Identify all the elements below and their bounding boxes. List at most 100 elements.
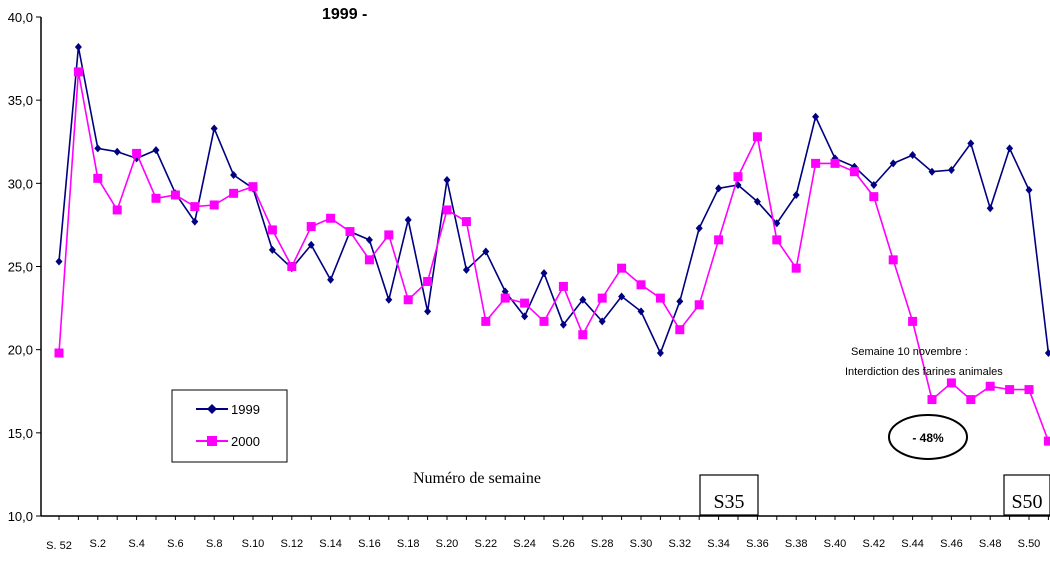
point-2000: [597, 293, 607, 303]
point-2000: [326, 213, 336, 223]
point-1999: [404, 215, 412, 224]
point-1999: [695, 224, 703, 233]
point-2000: [927, 395, 937, 405]
x-tick-label: S. 52: [46, 540, 72, 552]
point-2000: [655, 293, 665, 303]
point-1999: [579, 295, 587, 304]
point-1999: [424, 307, 432, 316]
point-2000: [442, 205, 452, 215]
point-2000: [830, 158, 840, 168]
point-1999: [1044, 348, 1050, 357]
point-2000: [403, 295, 413, 305]
point-2000: [908, 316, 918, 326]
point-2000: [267, 225, 277, 235]
point-1999: [812, 112, 820, 121]
point-2000: [54, 348, 64, 358]
y-tick-label: 15,0: [8, 426, 33, 441]
point-2000: [461, 217, 471, 227]
x-tick-label: S.36: [746, 538, 769, 550]
x-tick-label: S.34: [707, 538, 730, 550]
x-tick-label: S.30: [630, 538, 653, 550]
point-2000: [364, 255, 374, 265]
x-tick-label: S.46: [940, 538, 963, 550]
x-tick-label: S.2: [90, 538, 107, 550]
x-tick-label: S.48: [979, 538, 1002, 550]
point-2000: [190, 202, 200, 212]
point-2000: [617, 263, 627, 273]
x-tick-label: S.40: [824, 538, 847, 550]
x-tick-label: S.8: [206, 538, 223, 550]
point-1999: [540, 269, 548, 278]
point-1999: [637, 307, 645, 316]
y-tick-label: 10,0: [8, 509, 33, 524]
x-tick-label: S.42: [862, 538, 885, 550]
point-2000: [345, 227, 355, 237]
point-2000: [752, 132, 762, 142]
point-2000: [558, 281, 568, 291]
chart-title: 1999 -: [322, 6, 367, 23]
legend-label-2000: 2000: [231, 434, 260, 449]
point-1999: [676, 297, 684, 306]
y-tick-label: 20,0: [8, 343, 33, 358]
point-1999: [521, 312, 529, 321]
point-1999: [928, 167, 936, 176]
week-box-s35-label: S35: [713, 491, 744, 513]
series-line-2000: [58, 71, 1050, 442]
point-2000: [209, 200, 219, 210]
x-tick-label: S.38: [785, 538, 808, 550]
point-2000: [306, 222, 316, 232]
x-tick-label: S.14: [319, 538, 342, 550]
x-tick-label: S.10: [242, 538, 265, 550]
point-2000: [636, 280, 646, 290]
point-2000: [578, 330, 588, 340]
reduction-badge-text: - 48%: [912, 431, 944, 445]
point-2000: [791, 263, 801, 273]
annotation-line-2: Interdiction des farines animales: [845, 366, 1003, 378]
week-box-s50: [1003, 474, 1050, 516]
point-2000: [869, 192, 879, 202]
point-2000: [539, 316, 549, 326]
point-1999: [947, 166, 955, 175]
point-1999: [909, 151, 917, 160]
point-1999: [55, 257, 63, 266]
point-1999: [1025, 185, 1033, 194]
x-tick-label: S.28: [591, 538, 614, 550]
x-tick-label: S.50: [1018, 538, 1041, 550]
point-2000: [1043, 436, 1050, 446]
point-1999: [501, 287, 509, 296]
point-1999: [365, 235, 373, 244]
point-1999: [152, 146, 160, 155]
point-1999: [327, 275, 335, 284]
series-layer: [54, 42, 1050, 446]
point-1999: [385, 295, 393, 304]
point-2000: [694, 300, 704, 310]
point-2000: [500, 293, 510, 303]
point-1999: [889, 159, 897, 168]
point-2000: [1005, 385, 1015, 395]
x-tick-label: S.18: [397, 538, 420, 550]
y-tick-label: 35,0: [8, 93, 33, 108]
point-1999: [598, 317, 606, 326]
point-2000: [248, 182, 258, 192]
point-2000: [985, 381, 995, 391]
point-1999: [870, 180, 878, 189]
point-2000: [93, 173, 103, 183]
point-2000: [384, 230, 394, 240]
y-tick-label: 40,0: [8, 10, 33, 25]
point-2000: [675, 325, 685, 335]
point-2000: [849, 167, 859, 177]
legend-label-1999: 1999: [231, 402, 260, 417]
point-1999: [307, 240, 315, 249]
point-2000: [946, 378, 956, 388]
point-2000: [966, 395, 976, 405]
legend-marker-2000: [207, 436, 217, 446]
point-1999: [656, 348, 664, 357]
point-2000: [1024, 385, 1034, 395]
x-tick-label: S.20: [436, 538, 459, 550]
point-1999: [191, 217, 199, 226]
point-2000: [287, 262, 297, 271]
point-1999: [113, 147, 121, 156]
point-1999: [94, 144, 102, 153]
point-2000: [170, 190, 180, 200]
